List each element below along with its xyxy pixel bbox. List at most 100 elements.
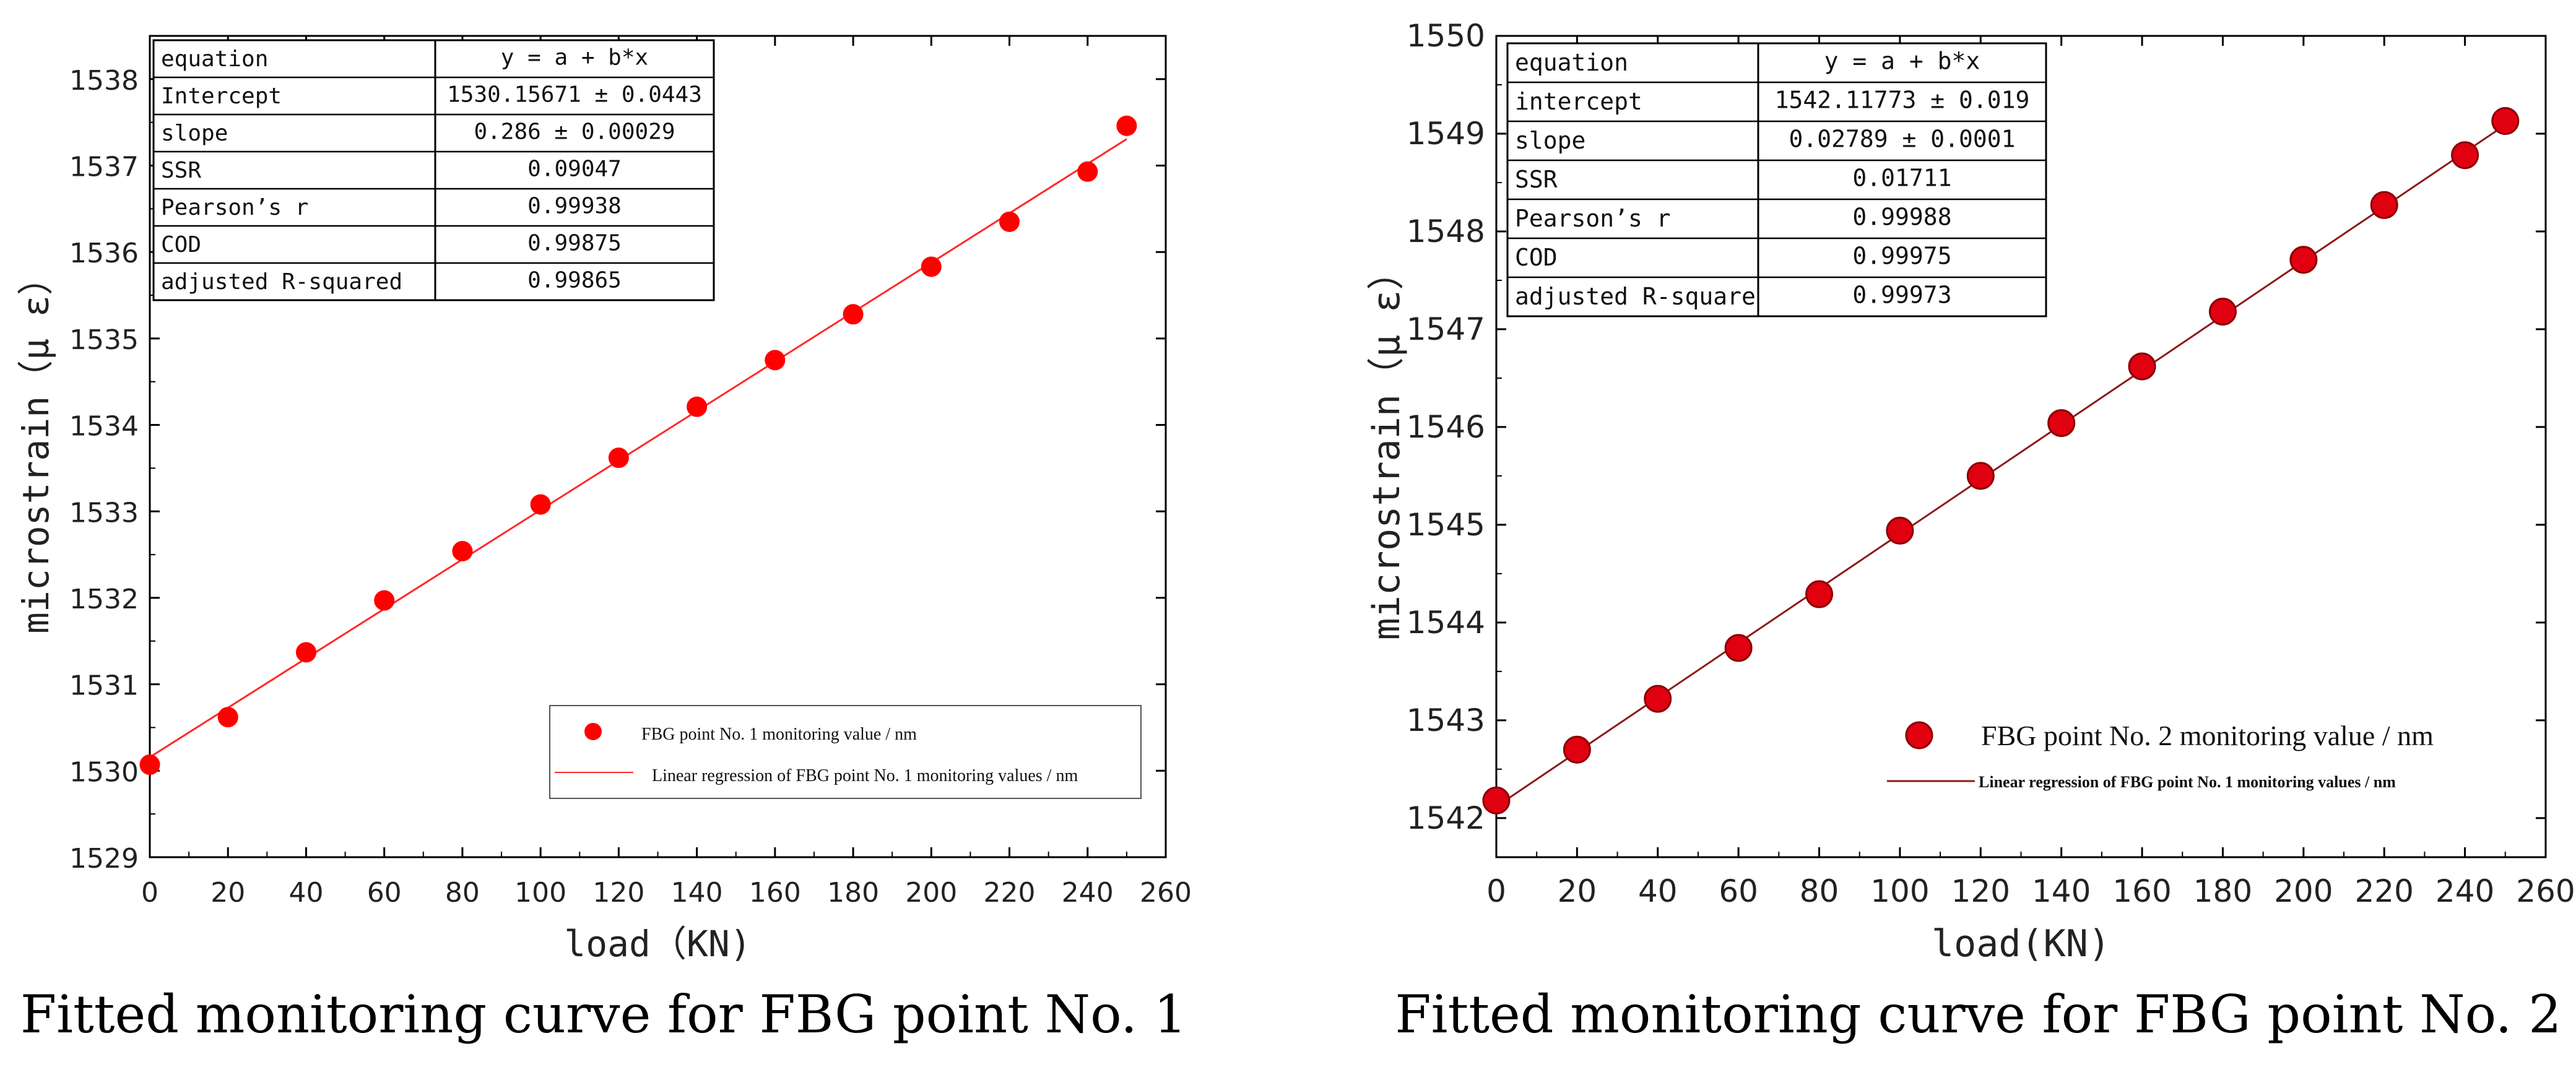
chart-1-data-point xyxy=(1116,115,1137,136)
chart-2-caption: Fitted monitoring curve for FBG point No… xyxy=(1395,984,2562,1045)
chart-1-x-tick-label: 20 xyxy=(210,877,245,909)
chart-2-stats-value: 0.02789 ± 0.0001 xyxy=(1789,126,2015,153)
chart-1-data-point xyxy=(843,304,864,325)
chart-1-x-axis-label: load（KN) xyxy=(564,923,751,965)
chart-1-x-tick-label: 260 xyxy=(1140,877,1192,909)
chart-1-data-point xyxy=(765,350,786,371)
chart-1-stats-label: COD xyxy=(161,232,201,257)
chart-2-x-tick-label: 20 xyxy=(1558,873,1597,909)
chart-2-data-point xyxy=(1644,685,1672,713)
chart-2-x-tick-label: 140 xyxy=(2032,873,2091,909)
chart-1-data-point xyxy=(295,642,316,663)
chart-1-data-point xyxy=(1077,161,1098,182)
chart-1-x-tick-label: 180 xyxy=(827,877,879,909)
chart-1-x-tick-label: 120 xyxy=(592,877,644,909)
chart-1-stats-value: y = a + b*x xyxy=(501,45,648,71)
chart-1-stats-label: equation xyxy=(161,46,268,72)
chart-2-data-point xyxy=(2370,191,2398,219)
chart-2-y-tick-label: 1546 xyxy=(1407,409,1485,445)
chart-1-svg: 0 20 40 60 80 100 120 140 160 180 200 220 240 260 1529… xyxy=(15,35,1192,965)
chart-2-stats-value: 0.99973 xyxy=(1852,282,1951,309)
chart-panel-1: 0 20 40 60 80 100 120 140 160 180 200 220 240 260 1529… xyxy=(0,0,1207,1067)
chart-2-x-tick-label: 80 xyxy=(1800,873,1839,909)
chart-1-x-tick-label: 60 xyxy=(367,877,402,909)
chart-1-y-tick-label: 1537 xyxy=(69,152,139,183)
chart-2-x-tick-label: 160 xyxy=(2112,873,2171,909)
chart-2-x-tick-label: 40 xyxy=(1638,873,1678,909)
chart-2-stats-label: slope xyxy=(1515,127,1585,154)
chart-2-data-point xyxy=(1805,580,1834,608)
chart-1-stats-value: 0.286 ± 0.00029 xyxy=(474,119,675,145)
chart-1-stats-value: 0.99865 xyxy=(527,268,622,293)
chart-2-y-tick-label: 1543 xyxy=(1407,702,1485,738)
chart-1-stats-label: slope xyxy=(161,121,228,146)
chart-1-y-tick-label: 1532 xyxy=(69,584,139,615)
chart-2-data-point xyxy=(2128,352,2156,381)
chart-2-x-axis-label: load(KN) xyxy=(1932,922,2110,965)
chart-1-legend-point-label: FBG point No. 1 monitoring value / nm xyxy=(641,725,917,744)
chart-2-stats-value: 1542.11773 ± 0.019 xyxy=(1775,87,2030,114)
chart-1-stats-value: 0.99875 xyxy=(527,231,622,256)
chart-2-stats-value: 0.99988 xyxy=(1852,204,1951,231)
chart-1-x-tick-label: 80 xyxy=(445,877,480,909)
chart-panel-2: 0 20 40 60 80 100 120 140 160 180 200 220 240 260 1542… xyxy=(1356,0,2576,1067)
chart-2-x-tick-label: 180 xyxy=(2193,873,2252,909)
chart-2-y-tick-label: 1545 xyxy=(1407,507,1485,543)
chart-1-data-point xyxy=(608,447,629,469)
chart-1-data-point xyxy=(999,211,1020,232)
chart-1-legend-point-marker xyxy=(584,723,602,740)
chart-2-data-point xyxy=(2451,141,2479,170)
chart-2-x-tick-label: 260 xyxy=(2516,873,2575,909)
chart-1-caption: Fitted monitoring curve for FBG point No… xyxy=(20,984,1187,1045)
chart-1-x-tick-label: 220 xyxy=(984,877,1036,909)
chart-2-x-tick-label: 220 xyxy=(2355,873,2414,909)
chart-1-x-tick-label: 240 xyxy=(1062,877,1114,909)
chart-2-y-tick-label: 1550 xyxy=(1407,18,1485,54)
chart-2-stats-label: SSR xyxy=(1515,166,1558,193)
chart-2-data-point xyxy=(2208,297,2237,326)
chart-1-y-tick-label: 1530 xyxy=(69,756,139,788)
chart-2-y-tick-label: 1548 xyxy=(1407,214,1485,249)
chart-1-data-point xyxy=(452,541,473,562)
chart-1-x-tick-label: 160 xyxy=(749,877,801,909)
chart-1-x-tick-label: 0 xyxy=(141,877,158,909)
chart-2-stats-label: adjusted R-square xyxy=(1515,283,1756,310)
chart-1-x-tick-label: 100 xyxy=(514,877,566,909)
chart-1-stats-label: SSR xyxy=(161,158,201,183)
chart-2-x-tick-label: 0 xyxy=(1486,873,1506,909)
chart-2-stats-label: intercept xyxy=(1515,88,1642,115)
chart-1-y-tick-label: 1534 xyxy=(69,411,139,443)
chart-2-y-tick-label: 1544 xyxy=(1407,605,1485,641)
chart-1-y-axis-label: microstrain（μ ε） xyxy=(15,259,57,634)
chart-1-stats-label: Pearson’s r xyxy=(161,195,308,220)
chart-1-y-tick-label: 1531 xyxy=(69,670,139,702)
chart-1-stats-label: Intercept xyxy=(161,84,282,109)
chart-1-y-tick-label: 1533 xyxy=(69,497,139,529)
chart-2-stats-value: 0.01711 xyxy=(1852,165,1951,192)
chart-2-legend-point-label: FBG point No. 2 monitoring value / nm xyxy=(1981,720,2434,751)
chart-1-x-tick-label: 140 xyxy=(671,877,723,909)
chart-1-y-tick-label: 1538 xyxy=(69,65,139,97)
chart-1-legend-line-label: Linear regression of FBG point No. 1 mon… xyxy=(652,766,1078,785)
chart-1-y-tick-label: 1529 xyxy=(69,843,139,875)
chart-2-y-tick-label: 1549 xyxy=(1407,116,1485,152)
chart-2-x-tick-label: 60 xyxy=(1719,873,1758,909)
chart-1-x-tick-label: 200 xyxy=(905,877,957,909)
chart-2-data-point xyxy=(1966,462,1995,490)
chart-2-stats-value: 0.99975 xyxy=(1852,243,1951,270)
chart-2-data-point xyxy=(1886,516,1914,545)
chart-1-stats-value: 1530.15671 ± 0.0443 xyxy=(447,82,702,108)
chart-1-data-point xyxy=(139,754,160,775)
chart-2-y-axis-label: microstrain（μ ε） xyxy=(1365,253,1408,641)
chart-2-stats-label: COD xyxy=(1515,244,1558,271)
chart-2-x-tick-label: 240 xyxy=(2435,873,2494,909)
chart-2-data-point xyxy=(2491,106,2520,135)
chart-2-data-point xyxy=(1563,735,1591,764)
chart-2-stats-label: equation xyxy=(1515,49,1628,76)
chart-2-legend-line-label: Linear regression of FBG point No. 1 mon… xyxy=(1979,773,2396,791)
chart-1-legend-box xyxy=(549,705,1142,799)
chart-2-stats-table xyxy=(1506,42,2047,318)
chart-1-stats-table xyxy=(152,39,715,301)
chart-2-stats-value: y = a + b*x xyxy=(1824,48,1980,75)
chart-2-data-point xyxy=(1482,786,1511,814)
